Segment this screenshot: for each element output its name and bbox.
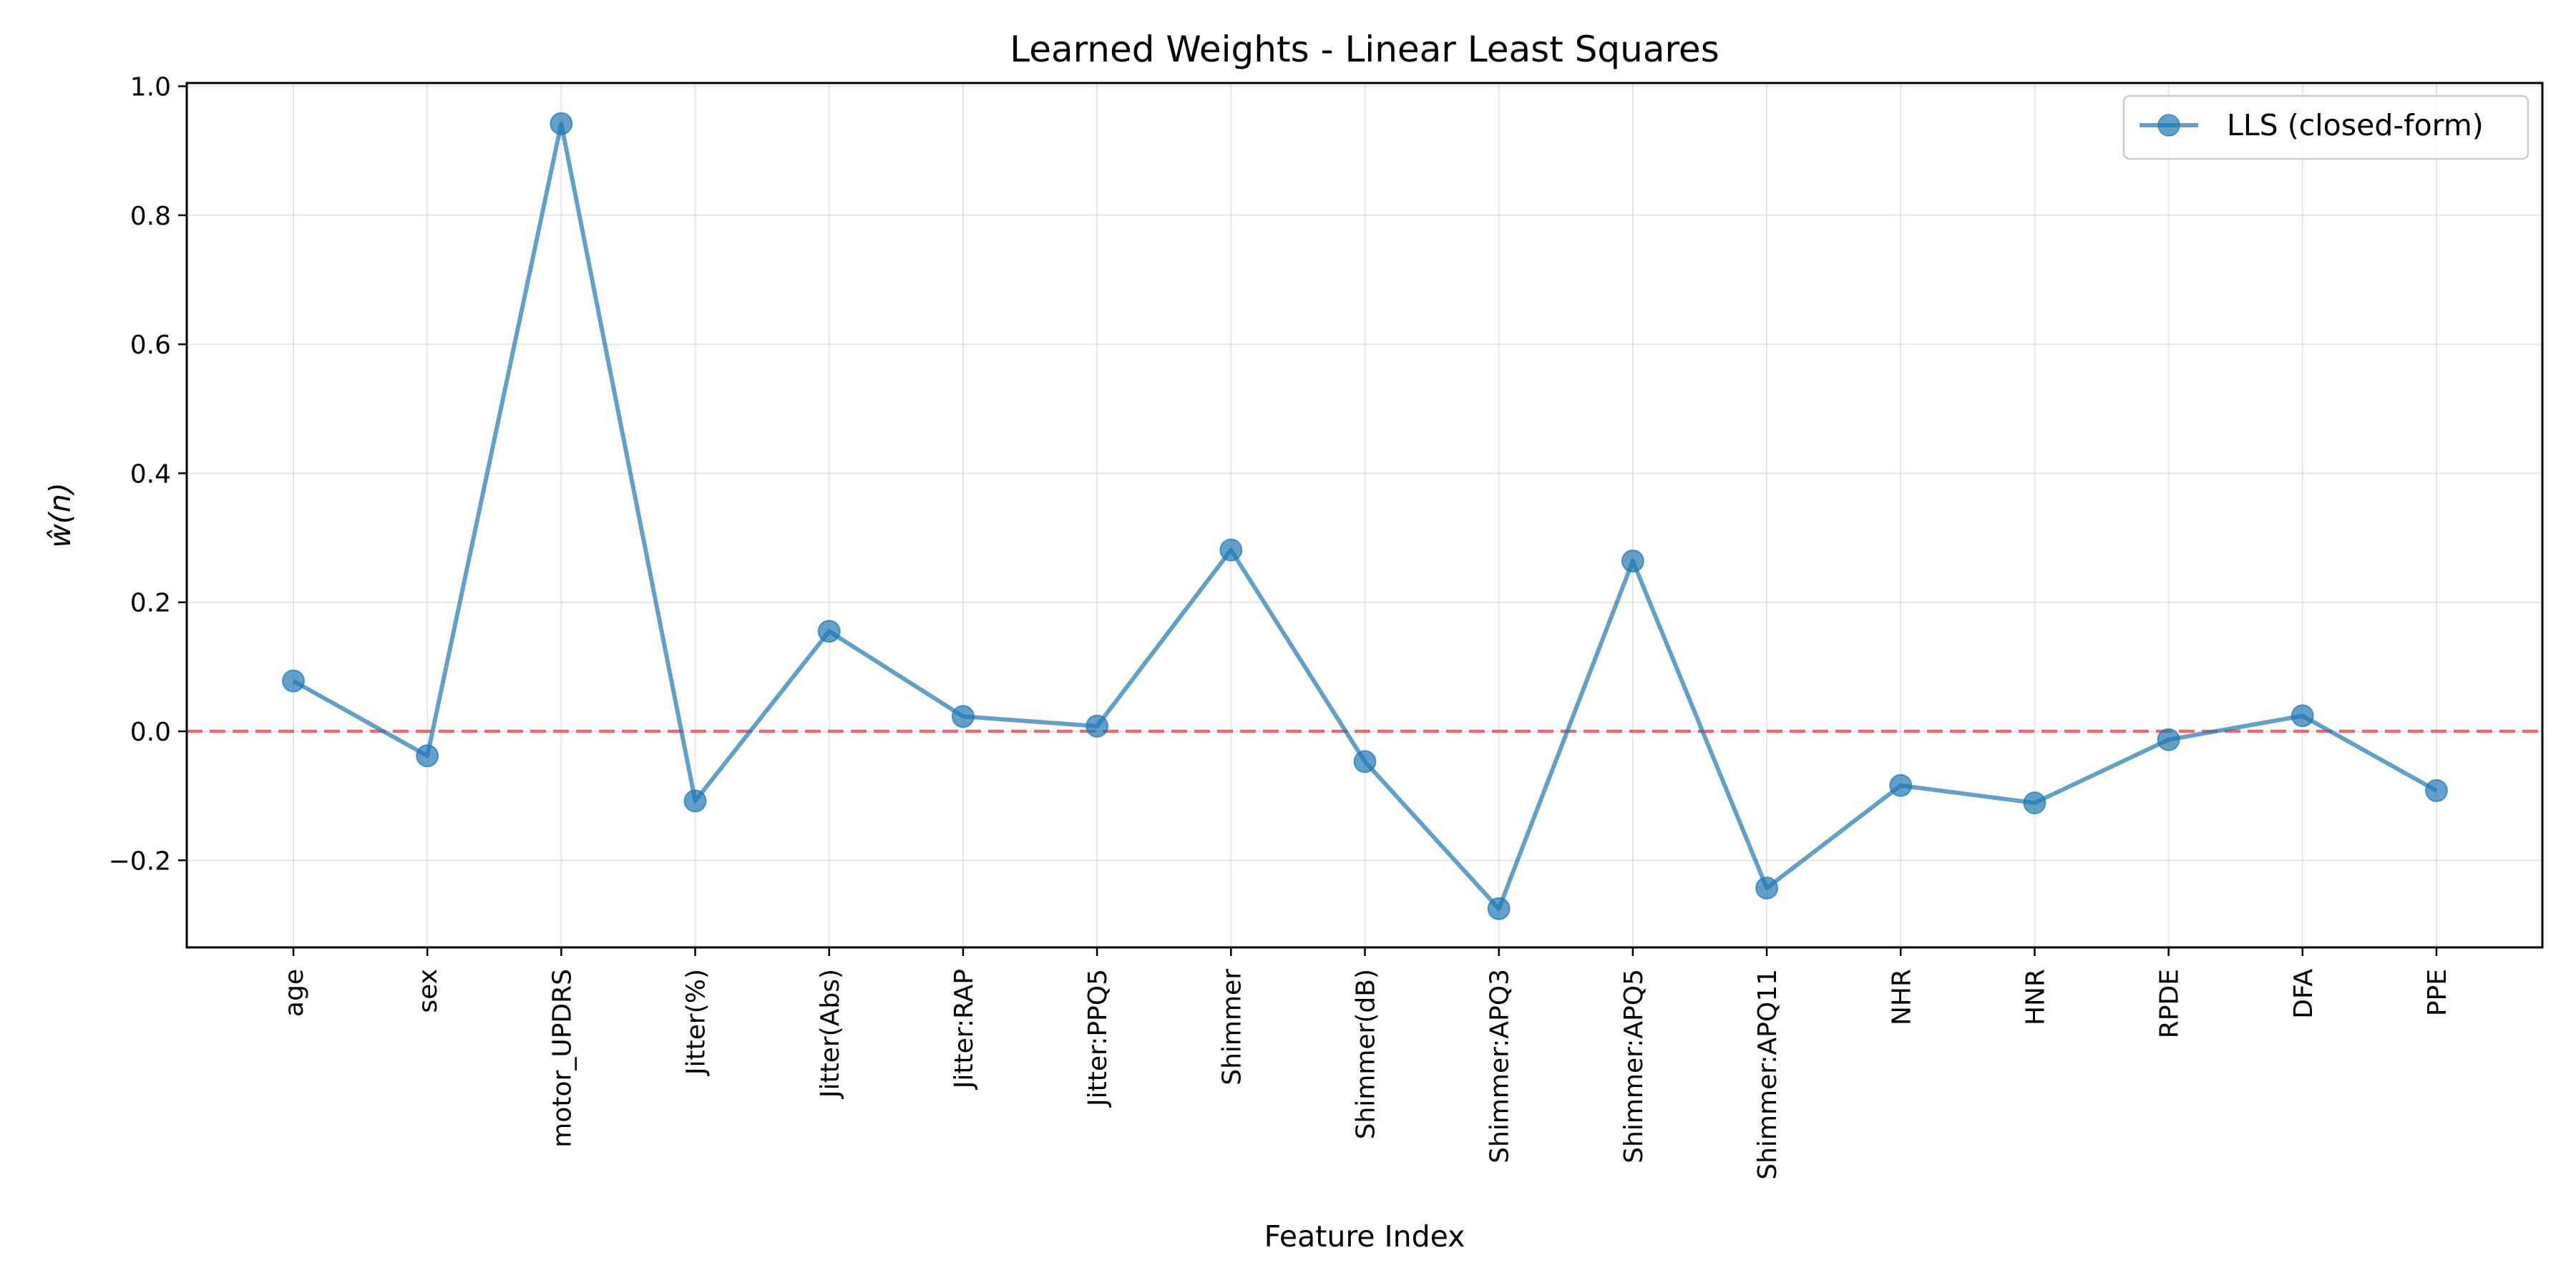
x-tick-label: Jitter:PPQ5 [1083, 969, 1113, 1108]
x-tick-label: sex [414, 969, 443, 1013]
y-tick-label: 0.0 [130, 718, 171, 747]
data-point [2157, 728, 2180, 751]
data-point [1219, 538, 1243, 562]
data-point [1487, 897, 1511, 920]
x-tick-label: Shimmer [1217, 969, 1246, 1085]
y-tick-label: 0.6 [130, 331, 171, 360]
x-tick-label: Shimmer(dB) [1352, 969, 1381, 1139]
data-point [1889, 774, 1913, 797]
data-point [683, 789, 707, 813]
y-tick-label: 0.8 [130, 202, 171, 231]
x-axis-label: Feature Index [1264, 1219, 1465, 1254]
y-tick-label: 0.4 [130, 459, 171, 489]
series-layer [282, 112, 2448, 920]
x-tick-label: Jitter(Abs) [816, 969, 845, 1099]
y-axis-ticks: −0.2 0.0 0.2 0.4 0.6 0.8 1.0 [109, 73, 187, 876]
x-tick-label: NHR [1887, 969, 1916, 1025]
data-point [2023, 791, 2046, 815]
legend-box [2122, 94, 2529, 160]
x-tick-label: DFA [2289, 969, 2318, 1019]
x-tick-label: PPE [2423, 969, 2452, 1016]
x-tick-label: Shimmer:APQ11 [1753, 969, 1782, 1180]
x-tick-label: Jitter:RAP [950, 969, 979, 1090]
legend-series-marker [2157, 114, 2180, 137]
data-point [550, 112, 573, 135]
data-point [2425, 779, 2448, 802]
x-tick-label: Shimmer:APQ5 [1619, 969, 1649, 1163]
grid-layer [187, 83, 2542, 947]
legend-series-label: LLS (closed-form) [2227, 108, 2484, 142]
x-tick-label: Jitter(%) [682, 969, 711, 1076]
chart-title: Learned Weights - Linear Least Squares [1010, 29, 1719, 70]
data-point [2290, 704, 2314, 728]
data-point [1621, 550, 1644, 573]
data-point [817, 620, 841, 643]
y-tick-label: −0.2 [109, 847, 171, 876]
data-point [1755, 877, 1779, 900]
legend: LLS (closed-form) [2122, 94, 2529, 160]
x-tick-label: motor_UPDRS [547, 969, 577, 1148]
data-point [282, 669, 305, 693]
y-tick-label: 0.2 [130, 589, 171, 618]
data-point [1353, 750, 1377, 774]
data-point [951, 705, 975, 728]
data-point [416, 744, 439, 768]
x-tick-label: age [280, 969, 309, 1017]
y-axis-label: ŵ(n) [43, 482, 77, 548]
x-axis-ticks: age sex motor_UPDRS Jitter(%) Jitter(Abs) Jit… [280, 947, 2452, 1180]
y-tick-label: 1.0 [130, 73, 171, 102]
x-tick-label: HNR [2021, 969, 2050, 1025]
data-point [1085, 714, 1109, 738]
x-tick-label: RPDE [2155, 969, 2185, 1038]
x-tick-label: Shimmer:APQ3 [1485, 969, 1515, 1163]
